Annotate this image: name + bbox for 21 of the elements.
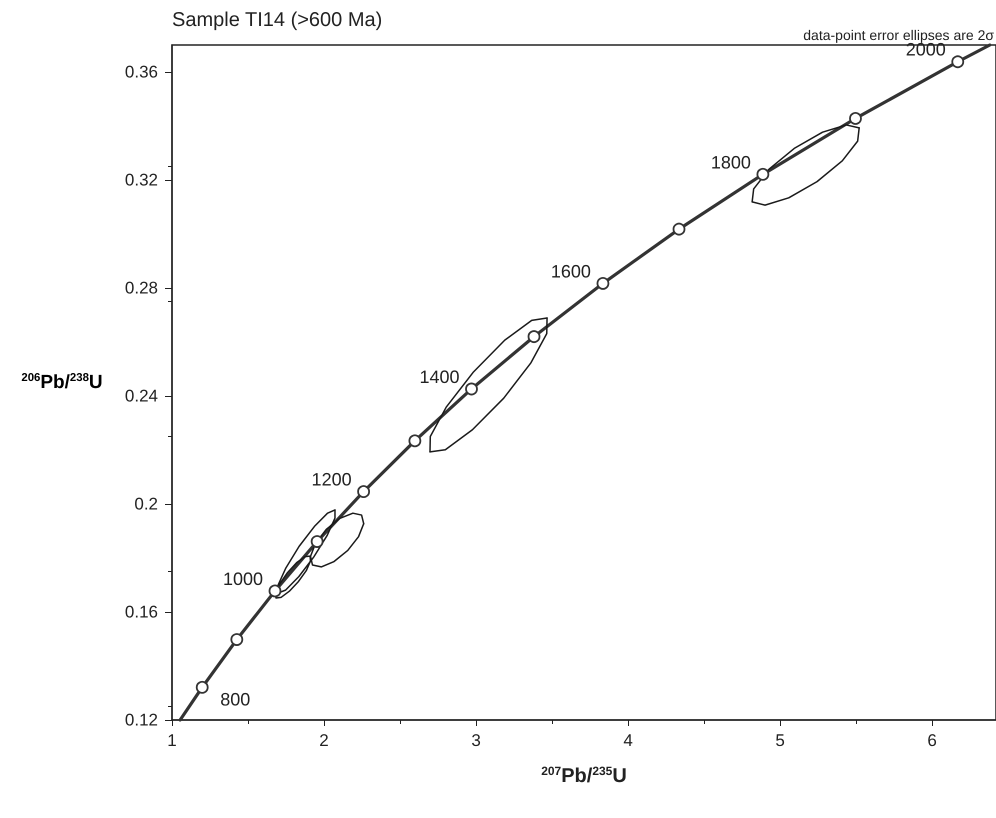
annotation: 800: [220, 689, 250, 710]
y-tick-label: 0.2: [134, 494, 158, 514]
x-tick-label: 3: [471, 731, 481, 750]
x-tick-label: 6: [927, 731, 937, 750]
annotation: 1400: [419, 366, 460, 387]
x-tick-label: 5: [775, 731, 785, 750]
y-tick-label: 0.16: [124, 602, 158, 622]
annotation: 1600: [550, 261, 591, 282]
y-tick-label: 0.12: [124, 710, 158, 730]
y-tick-label: 0.28: [124, 278, 158, 298]
annotation: 1800: [710, 152, 751, 172]
x-tick-label: 2: [319, 731, 329, 750]
x-tick-label: 4: [623, 731, 633, 750]
y-tick-label: 0.32: [124, 170, 158, 190]
y-tick-label: 0.36: [124, 62, 158, 82]
chart-title: Sample TI14 (>600 Ma): [172, 9, 382, 31]
annotation: 1200: [312, 470, 352, 490]
y-tick-label: 0.24: [124, 386, 158, 406]
annotation: 1000: [222, 568, 263, 589]
text: data-point error ellipses are 2σ: [803, 27, 994, 43]
x-tick-label: 1: [167, 731, 177, 750]
